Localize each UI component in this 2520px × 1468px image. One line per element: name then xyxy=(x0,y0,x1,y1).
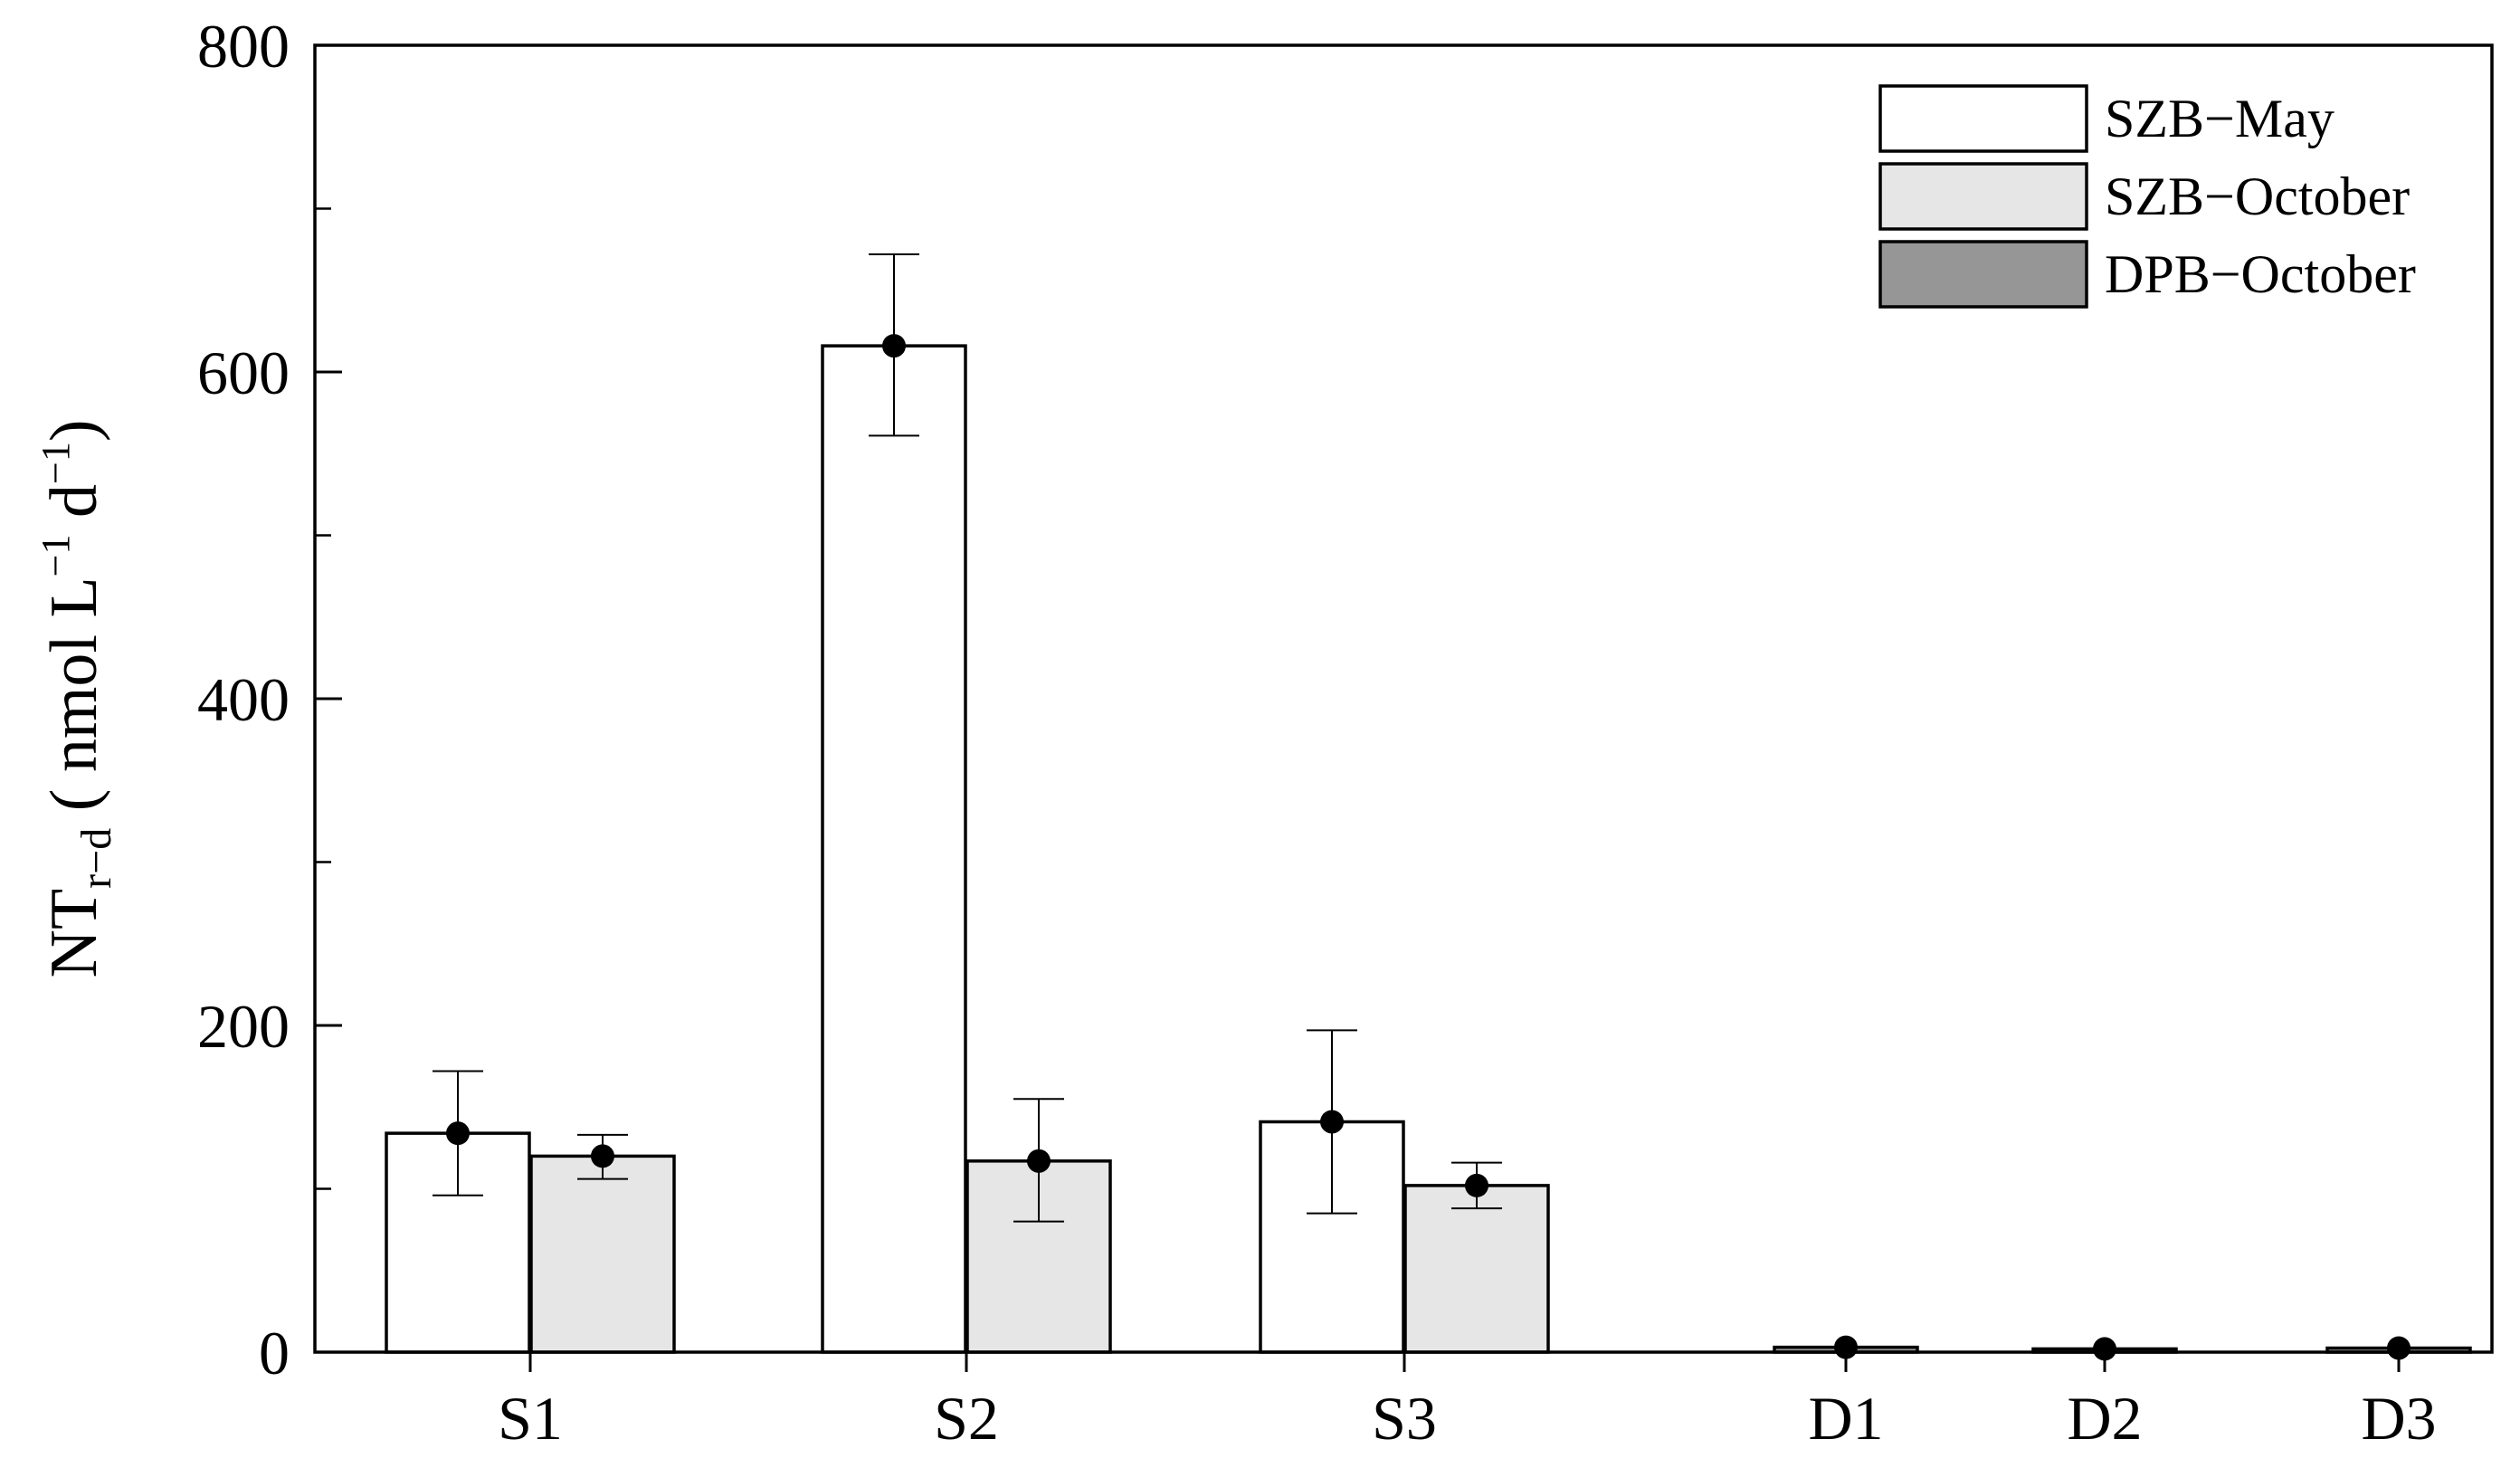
x-tick-label-d3: D3 xyxy=(2361,1384,2436,1453)
bar-s3-series-2 xyxy=(1403,1184,1550,1354)
y-tick-label-0: 0 xyxy=(259,1319,290,1387)
mean-point-s1-series-1 xyxy=(446,1121,470,1146)
x-tick-label-d1: D1 xyxy=(1808,1384,1883,1453)
x-tick-label-s2: S2 xyxy=(934,1384,999,1453)
mean-point-s3-series-1 xyxy=(1320,1110,1344,1134)
x-axis: S1 S2 S3 D1 D2 D3 xyxy=(498,1352,2437,1453)
legend-label-series-1: SZB−May xyxy=(2105,89,2335,148)
mean-point-s2-series-2 xyxy=(1027,1149,1051,1173)
mean-points-layer xyxy=(446,334,2411,1361)
mean-point-d3-series-3 xyxy=(2387,1336,2411,1360)
y-tick-label-800: 800 xyxy=(197,12,290,81)
bar-s1-series-2 xyxy=(529,1154,676,1354)
y-axis-title-close: ) xyxy=(37,420,111,443)
legend: SZB−May SZB−October DPB−October xyxy=(1878,84,2416,309)
legend-swatch-series-2 xyxy=(1878,162,2088,231)
legend-swatch-series-3 xyxy=(1878,240,2088,309)
bar-s2-series-1 xyxy=(821,344,967,1354)
y-axis-title-sup1: −1 xyxy=(33,534,78,577)
y-axis: 0 200 400 600 800 xyxy=(197,12,342,1387)
y-axis-title-sup2: −1 xyxy=(33,442,78,484)
y-axis-title-main: NT xyxy=(37,889,111,978)
mean-point-s2-series-1 xyxy=(882,334,906,358)
bars-layer xyxy=(385,344,2472,1354)
y-axis-title-subscript: r−d xyxy=(72,828,120,889)
legend-label-series-3: DPB−October xyxy=(2105,244,2416,304)
mean-point-s3-series-2 xyxy=(1465,1173,1488,1197)
x-tick-label-d2: D2 xyxy=(2067,1384,2142,1453)
y-axis-title-unit-d: d xyxy=(37,484,111,535)
legend-swatch-series-1 xyxy=(1878,84,2088,153)
y-tick-label-400: 400 xyxy=(197,665,290,734)
y-tick-label-600: 600 xyxy=(197,338,290,407)
y-axis-title-unit: ( nmol L xyxy=(37,577,111,827)
mean-point-d2-series-3 xyxy=(2093,1337,2116,1361)
legend-label-series-2: SZB−October xyxy=(2105,167,2410,226)
x-tick-label-s1: S1 xyxy=(498,1384,563,1453)
y-axis-title: NTr−d ( nmol L−1 d−1) xyxy=(33,420,120,978)
mean-point-s1-series-2 xyxy=(591,1144,614,1168)
x-tick-label-s3: S3 xyxy=(1372,1384,1437,1453)
y-tick-label-200: 200 xyxy=(197,992,290,1061)
